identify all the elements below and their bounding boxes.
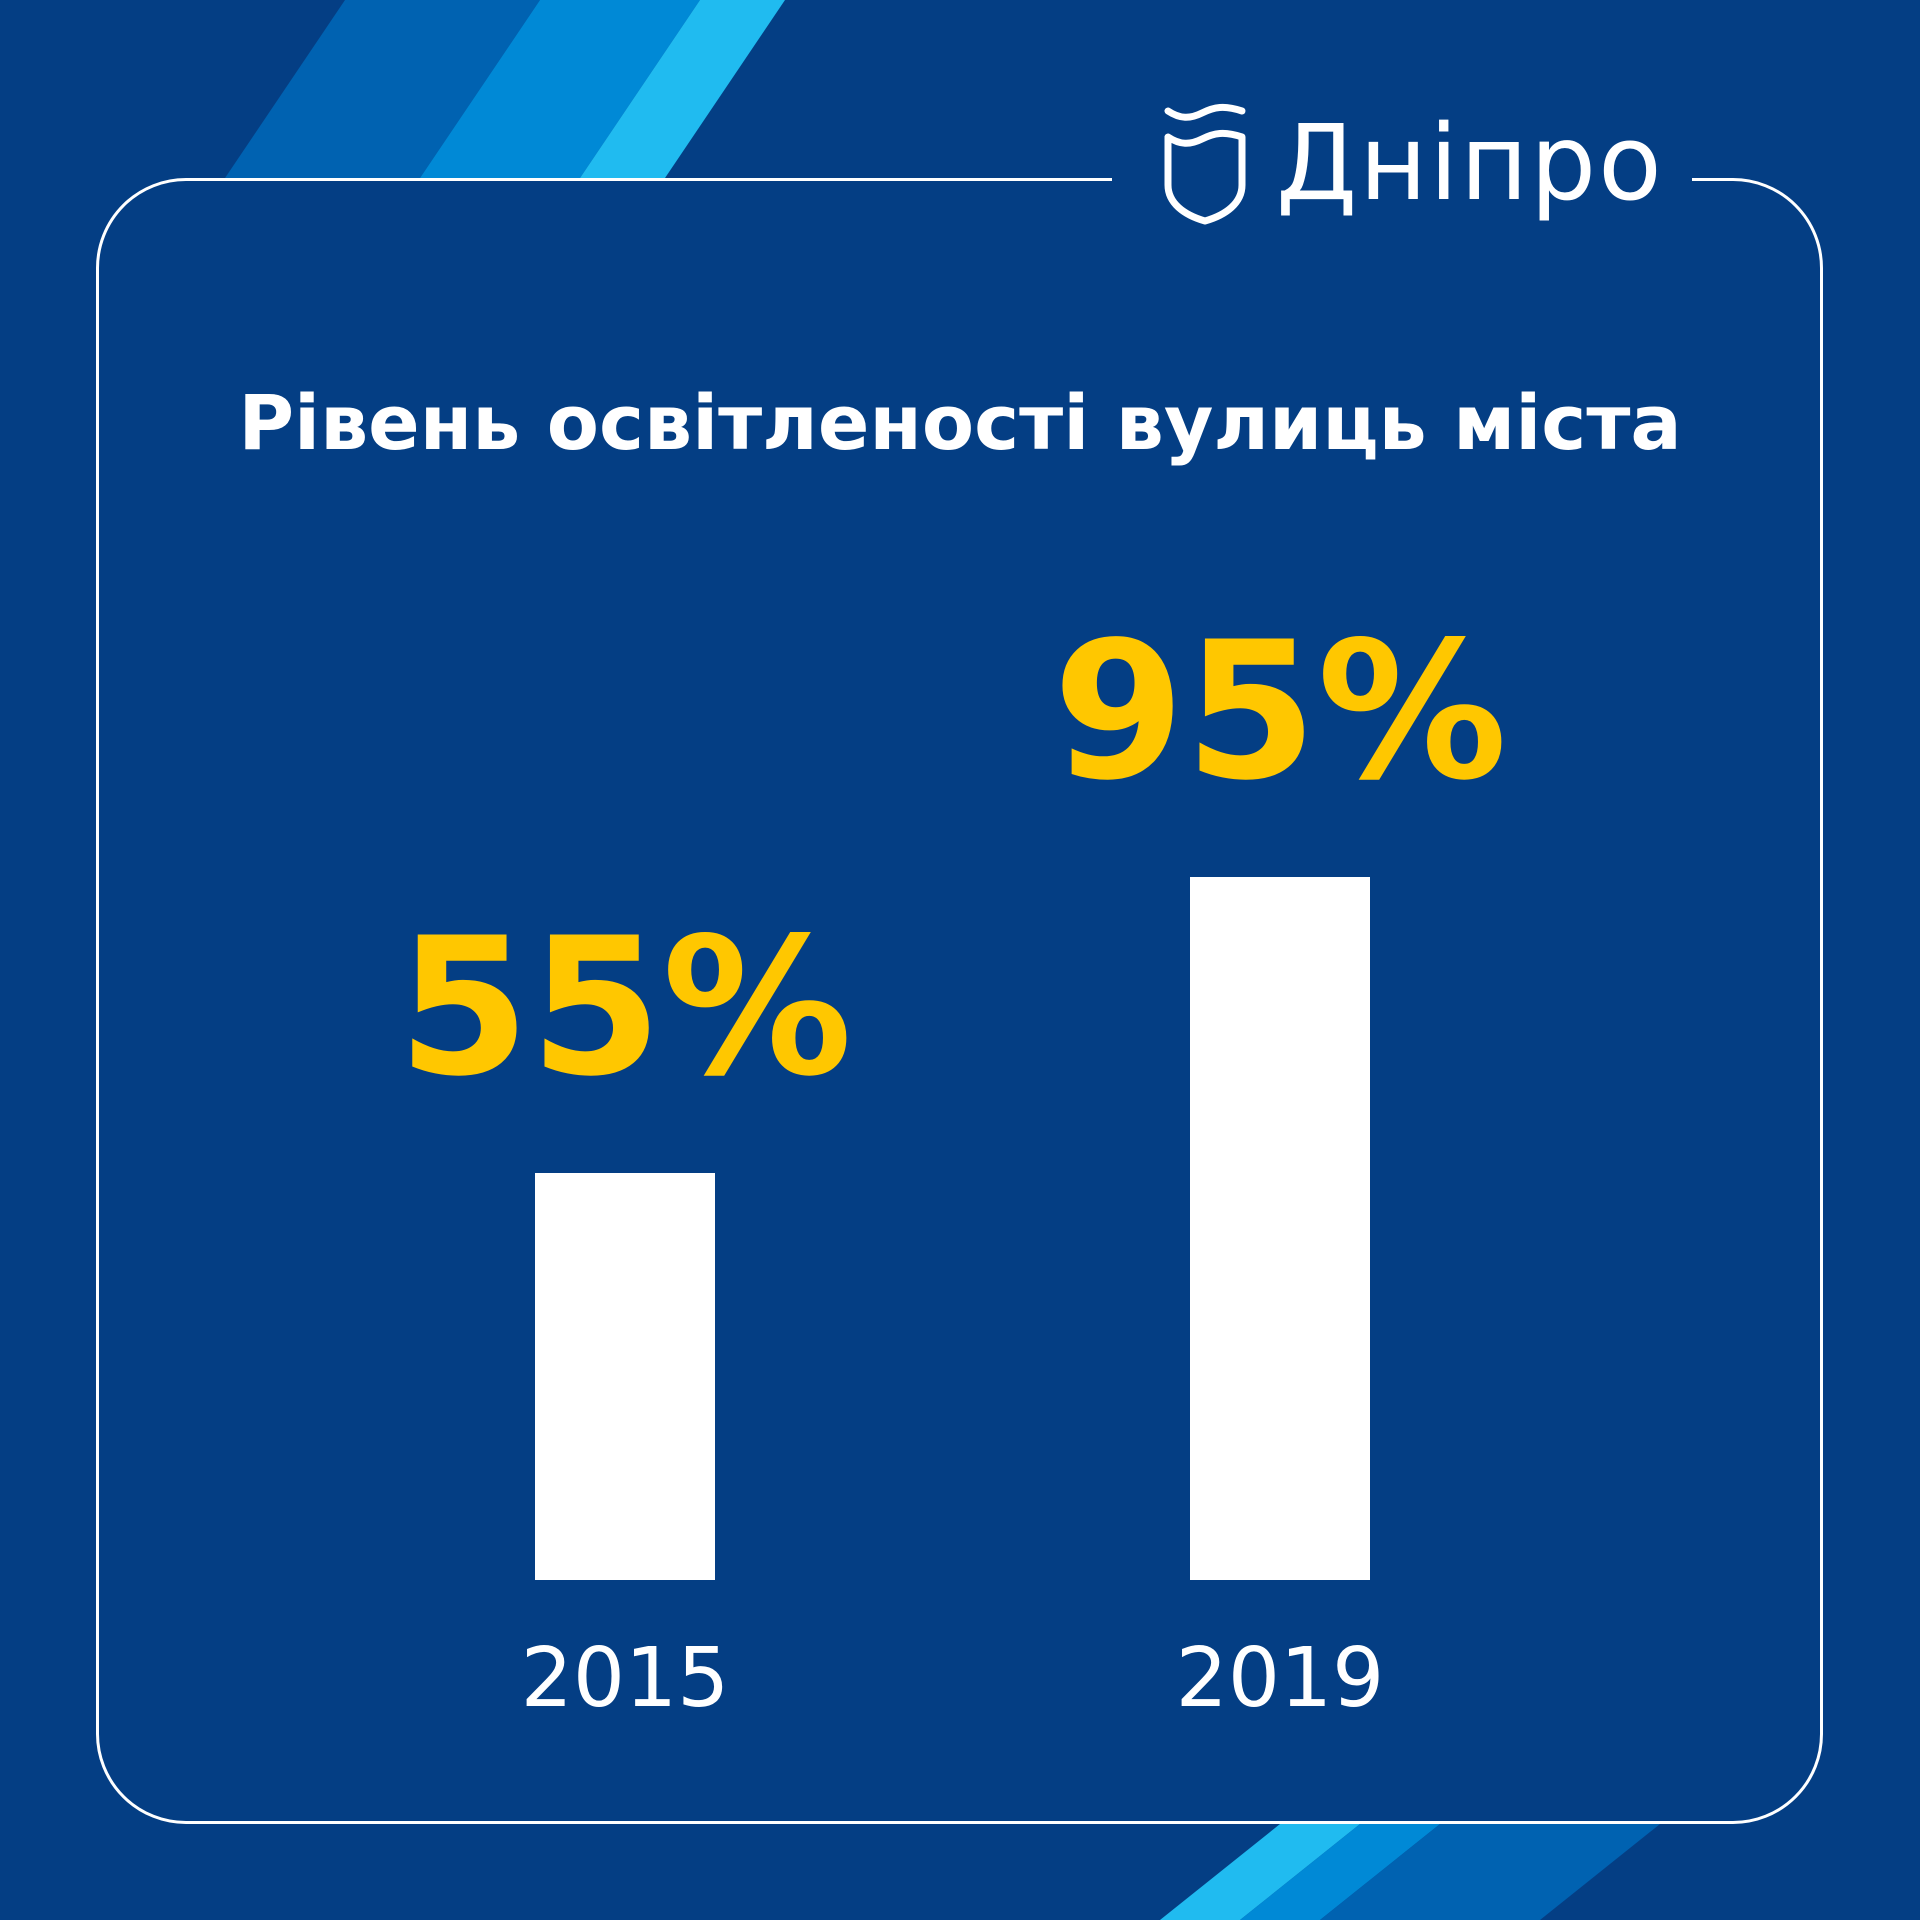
stripe-top-2 (420, 0, 700, 178)
stripe-bottom-3 (1320, 1824, 1660, 1920)
shield-icon (1164, 103, 1246, 225)
x-tick-label-2019: 2019 (1176, 1631, 1385, 1726)
content-frame (96, 178, 1823, 1824)
frame-gap (1112, 170, 1692, 190)
x-tick-label-2015: 2015 (521, 1631, 730, 1726)
stripe-bottom-1 (1160, 1824, 1360, 1920)
bar-2015 (535, 1173, 715, 1580)
stripe-top-1 (225, 0, 540, 178)
logo-text: Дніпро (1276, 102, 1664, 224)
city-logo: Дніпро (1160, 98, 1664, 228)
stripe-bottom-2 (1240, 1824, 1440, 1920)
chart-title: Рівень освітленості вулиць міста (238, 378, 1682, 467)
data-label-2019: 95% (1053, 601, 1508, 822)
data-label-2015: 55% (398, 897, 853, 1118)
stripe-top-3 (580, 0, 785, 178)
bar-2019 (1190, 877, 1370, 1580)
